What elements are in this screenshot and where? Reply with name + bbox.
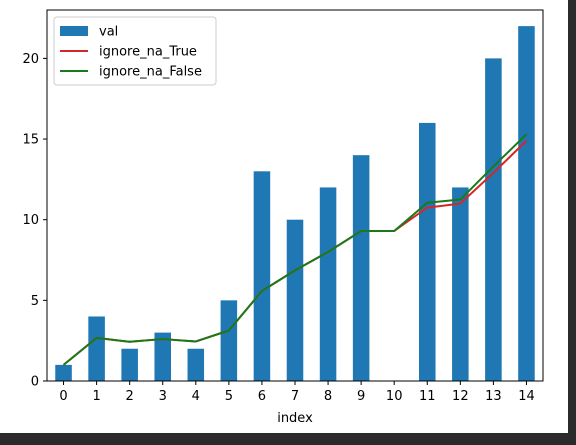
bar-val-7 xyxy=(286,219,304,381)
x-axis: 0 1 2 3 4 5 6 7 8 9 10 11 12 13 14 xyxy=(59,381,535,404)
bar-val-9 xyxy=(352,155,370,381)
bar-val-12 xyxy=(452,187,469,381)
x-tick-label: 11 xyxy=(419,389,436,404)
bar-val-14 xyxy=(518,26,535,382)
x-tick-label: 10 xyxy=(386,389,403,404)
bars-layer xyxy=(55,26,535,382)
x-tick-label: 0 xyxy=(59,389,67,404)
x-tick-label: 4 xyxy=(192,389,200,404)
x-tick-label: 7 xyxy=(291,389,299,404)
x-tick-label: 1 xyxy=(92,389,100,404)
bar-val-3 xyxy=(154,332,171,381)
y-tick-label: 5 xyxy=(31,294,39,309)
x-tick-label: 12 xyxy=(452,389,469,404)
x-tick-label: 5 xyxy=(225,389,233,404)
legend-label-ignore_na_False: ignore_na_False xyxy=(99,65,202,80)
legend-box xyxy=(53,16,217,86)
x-tick-label: 14 xyxy=(518,389,535,404)
bar-val-0 xyxy=(55,364,72,381)
x-tick-label: 9 xyxy=(357,389,365,404)
legend-label-ignore_na_True: ignore_na_True xyxy=(99,45,197,60)
bar-val-2 xyxy=(121,348,138,381)
y-tick-label: 20 xyxy=(22,52,39,67)
bar-val-6 xyxy=(253,171,271,381)
figure: 0 1 2 3 4 5 6 7 8 9 10 11 12 13 14 0 5 10 15 20 index val i… xyxy=(0,0,568,433)
bar-val-13 xyxy=(485,58,502,382)
bar-val-5 xyxy=(220,300,238,381)
legend-swatch-val xyxy=(60,26,88,36)
x-tick-label: 8 xyxy=(324,389,332,404)
x-axis-label: index xyxy=(277,411,313,426)
legend: val ignore_na_True ignore_na_False xyxy=(53,16,217,86)
x-tick-label: 6 xyxy=(258,389,266,404)
bar-val-4 xyxy=(187,348,205,381)
bar-val-8 xyxy=(319,187,337,381)
lines-layer xyxy=(62,133,528,366)
bar-val-1 xyxy=(88,316,105,381)
y-tick-label: 0 xyxy=(31,375,39,390)
x-tick-label: 3 xyxy=(159,389,167,404)
y-tick-label: 10 xyxy=(22,213,39,228)
y-tick-label: 15 xyxy=(22,133,39,148)
x-tick-label: 2 xyxy=(126,389,134,404)
line-ignore_na_False xyxy=(62,133,528,366)
bar-val-11 xyxy=(419,122,436,382)
legend-label-val: val xyxy=(99,25,118,40)
x-tick-label: 13 xyxy=(485,389,502,404)
y-axis: 0 5 10 15 20 xyxy=(22,52,47,390)
